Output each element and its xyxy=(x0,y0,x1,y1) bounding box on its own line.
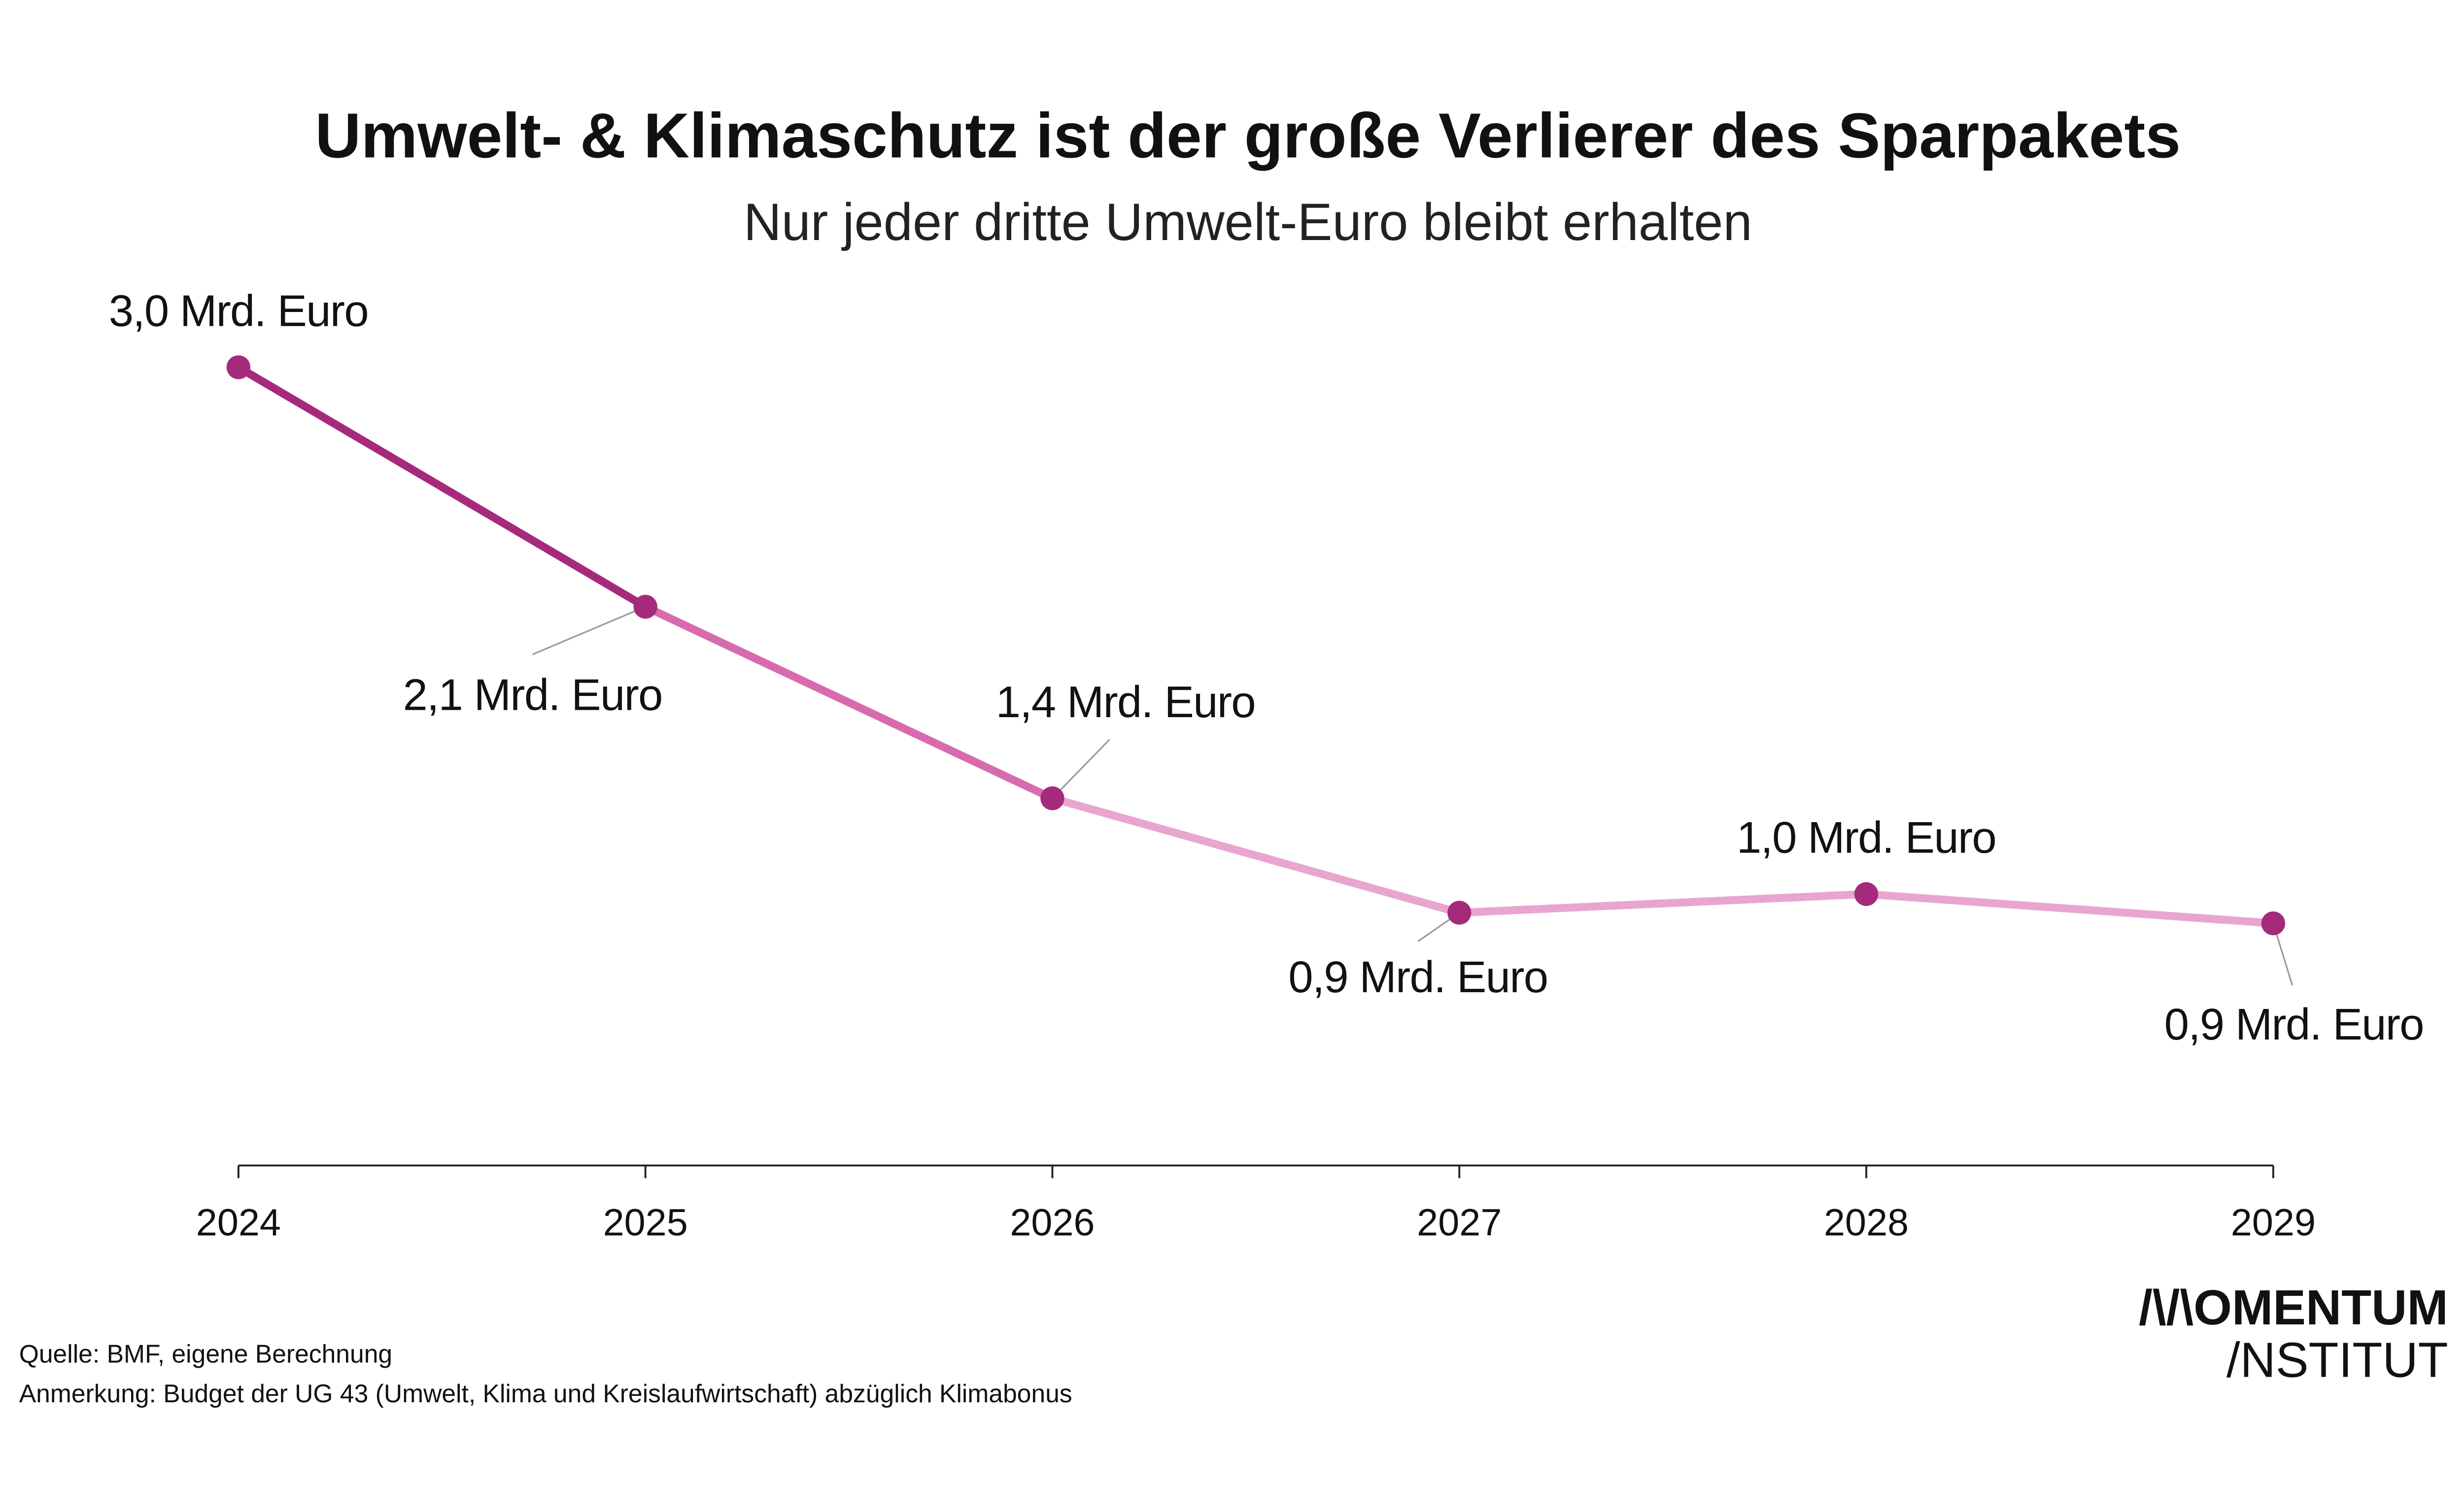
annotation-note: Anmerkung: Budget der UG 43 (Umwelt, Kli… xyxy=(19,1379,1072,1408)
line-segment-2026 xyxy=(1048,794,1464,917)
data-point-2025 xyxy=(633,594,657,619)
tick-label-2029: 2029 xyxy=(2231,1201,2316,1244)
data-points xyxy=(226,355,2286,936)
line-segment-2028 xyxy=(1862,890,2277,928)
chart-subtitle: Nur jeder dritte Umwelt-Euro bleibt erha… xyxy=(744,193,1752,251)
leader-line-2025 xyxy=(532,606,646,656)
data-point-2029 xyxy=(2261,911,2286,936)
x-axis-ticks: 2024 2025 2026 2027 2028 2029 xyxy=(196,1165,2316,1244)
data-label-2027: 0,9 Mrd. Euro xyxy=(1288,952,1547,1002)
line-segment-2027 xyxy=(1455,890,1871,917)
data-label-2025: 2,1 Mrd. Euro xyxy=(403,670,662,720)
data-label-2029: 0,9 Mrd. Euro xyxy=(2164,1000,2424,1049)
leader-line-2026 xyxy=(1052,739,1110,799)
data-labels: 3,0 Mrd. Euro 2,1 Mrd. Euro 1,4 Mrd. Euro 0… xyxy=(109,286,2425,1049)
data-label-2028: 1,0 Mrd. Euro xyxy=(1737,813,1996,863)
tick-label-2024: 2024 xyxy=(196,1201,281,1244)
chart-title: Umwelt- & Klimaschutz ist der große Verl… xyxy=(315,100,2181,171)
line-segment-2024 xyxy=(234,363,650,611)
data-label-2026: 1,4 Mrd. Euro xyxy=(996,677,1255,727)
tick-label-2026: 2026 xyxy=(1010,1201,1095,1244)
source-note: Quelle: BMF, eigene Berechnung xyxy=(19,1340,392,1368)
line-series xyxy=(234,363,2277,928)
tick-label-2025: 2025 xyxy=(603,1201,688,1244)
data-point-2027 xyxy=(1447,901,1472,925)
tick-label-2027: 2027 xyxy=(1417,1201,1502,1244)
data-label-2024: 3,0 Mrd. Euro xyxy=(109,286,368,336)
data-point-2024 xyxy=(226,355,251,380)
chart: Umwelt- & Klimaschutz ist der große Verl… xyxy=(19,100,2448,1408)
momentum-institut-logo: /\/\OMENTUM /NSTITUT xyxy=(2139,1280,2448,1387)
line-segment-2025 xyxy=(641,602,1057,802)
data-point-2028 xyxy=(1854,882,1879,906)
logo-line-2: /NSTITUT xyxy=(2226,1333,2448,1388)
data-point-2026 xyxy=(1040,786,1064,810)
leader-lines xyxy=(532,606,2293,986)
logo-line-1: /\/\OMENTUM xyxy=(2139,1280,2448,1335)
tick-label-2028: 2028 xyxy=(1824,1201,1909,1244)
